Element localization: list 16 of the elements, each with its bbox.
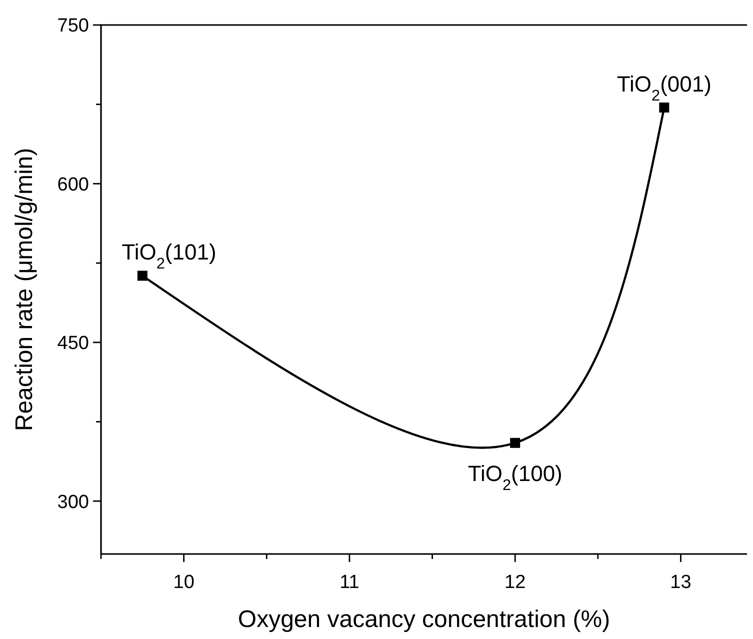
point [659,102,670,113]
y-axis-title: Reaction rate (μmol/g/min) [11,148,38,432]
annotation: TiO$_{2}$(101) [122,240,216,272]
x-tick-label: 12 [504,572,526,593]
x-tick-label: 10 [173,572,194,593]
y-tick-label: 600 [57,174,89,196]
y-tick-label: 450 [57,333,89,354]
point [137,270,148,281]
annotation: TiO$_{2}$(100) [468,460,562,494]
x-axis-title: Oxygen vacancy concentration (%) [238,606,610,633]
x-tick-label: 11 [340,572,360,593]
y-tick-label: 750 [57,16,89,37]
y-tick-label: 300 [57,492,89,513]
annotation: TiO$_{2}$(001) [616,72,712,104]
x-tick-label: 13 [670,572,692,593]
point [510,438,520,448]
